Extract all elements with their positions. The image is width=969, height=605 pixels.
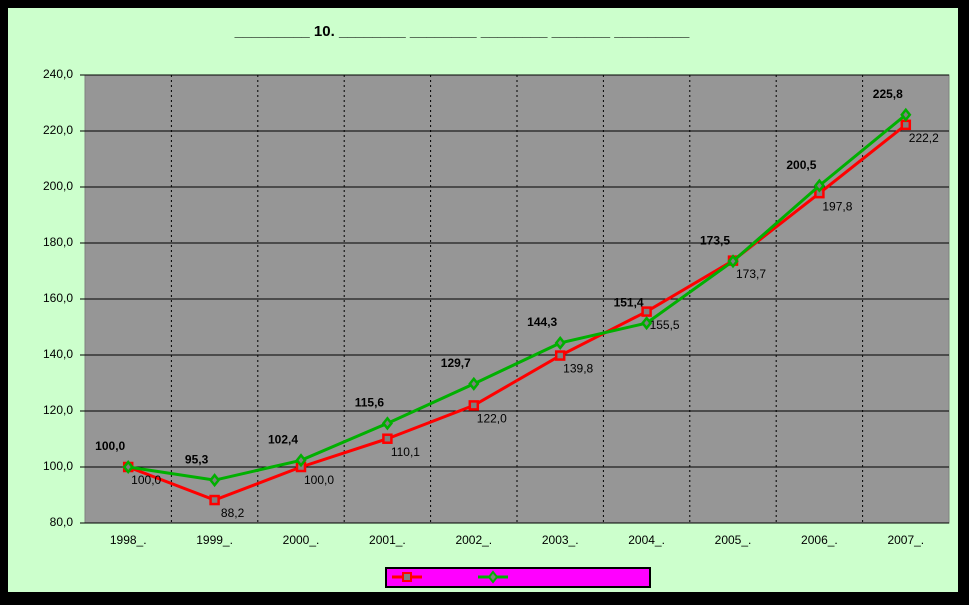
marker bbox=[295, 453, 307, 468]
marker bbox=[900, 107, 912, 122]
y-tick-label: 180,0 bbox=[43, 235, 73, 249]
data-label: 88,2 bbox=[221, 506, 245, 520]
x-tick-label: 2001_. bbox=[369, 533, 406, 547]
data-label: 144,3 bbox=[527, 315, 557, 329]
marker bbox=[554, 335, 566, 350]
y-tick-label: 160,0 bbox=[43, 291, 73, 305]
marker bbox=[208, 473, 221, 488]
x-tick-label: 1999_. bbox=[196, 533, 233, 547]
marker bbox=[468, 376, 480, 391]
data-label: 197,8 bbox=[822, 199, 852, 213]
marker bbox=[468, 400, 480, 411]
data-label: 200,5 bbox=[786, 158, 816, 172]
data-label: 122,0 bbox=[477, 412, 507, 426]
x-tick-label: 1998_. bbox=[110, 533, 147, 547]
data-label: 225,8 bbox=[873, 87, 903, 101]
data-label: 100,0 bbox=[131, 473, 161, 487]
marker bbox=[727, 254, 739, 269]
x-tick-label: 2003_. bbox=[542, 533, 579, 547]
data-label: 151,4 bbox=[614, 295, 644, 309]
y-tick-label: 80,0 bbox=[50, 515, 74, 529]
data-label: 173,5 bbox=[700, 233, 730, 247]
y-tick-label: 100,0 bbox=[43, 459, 73, 473]
y-tick-label: 120,0 bbox=[43, 403, 73, 417]
marker bbox=[641, 306, 652, 317]
data-label: 100,0 bbox=[95, 439, 125, 453]
x-tick-label: 2002_. bbox=[455, 533, 492, 547]
marker bbox=[209, 494, 220, 506]
x-tick-label: 2004_. bbox=[628, 533, 665, 547]
data-label: 173,7 bbox=[736, 267, 766, 281]
marker bbox=[640, 316, 653, 331]
marker bbox=[122, 459, 134, 475]
y-tick-label: 240,0 bbox=[43, 67, 73, 81]
data-label: 100,0 bbox=[304, 473, 334, 487]
y-tick-label: 200,0 bbox=[43, 179, 73, 193]
data-label: 115,6 bbox=[355, 395, 385, 409]
series-line bbox=[127, 123, 907, 502]
data-label: 222,2 bbox=[909, 131, 939, 145]
series-line bbox=[127, 113, 907, 482]
legend bbox=[385, 567, 651, 588]
y-tick-label: 220,0 bbox=[43, 123, 73, 137]
data-label: 110,1 bbox=[391, 445, 420, 459]
marker bbox=[900, 119, 912, 131]
legend-marker bbox=[487, 570, 499, 584]
data-label: 102,4 bbox=[268, 432, 298, 446]
x-tick-label: 2000_. bbox=[283, 533, 320, 547]
data-label: 139,8 bbox=[563, 362, 593, 376]
data-label: 95,3 bbox=[185, 452, 209, 466]
marker bbox=[382, 433, 393, 444]
chart-title: _________ 10. ________ ________ ________… bbox=[234, 23, 690, 40]
data-label: 129,7 bbox=[441, 356, 471, 370]
legend-marker bbox=[402, 572, 412, 582]
data-label: 155,5 bbox=[650, 318, 680, 332]
marker bbox=[554, 350, 566, 361]
x-tick-label: 2005_. bbox=[715, 533, 752, 547]
x-tick-label: 2006_. bbox=[801, 533, 838, 547]
x-tick-label: 2007_. bbox=[887, 533, 924, 547]
marker bbox=[813, 178, 826, 193]
marker bbox=[381, 416, 394, 431]
y-tick-label: 140,0 bbox=[43, 347, 73, 361]
